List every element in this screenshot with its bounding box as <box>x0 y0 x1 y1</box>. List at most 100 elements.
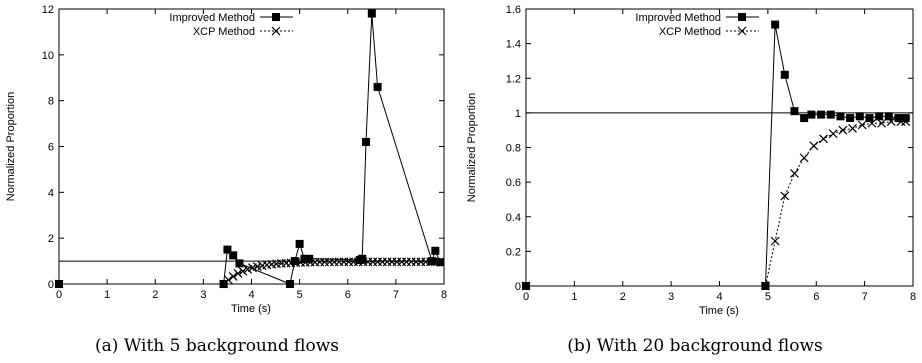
data-point-xcp <box>271 26 281 36</box>
x-tick-label: 3 <box>668 291 674 303</box>
data-point-xcp <box>886 117 896 126</box>
data-point-xcp <box>770 236 780 246</box>
data-point-improved <box>846 114 855 123</box>
y-tick-label: 1 <box>515 108 521 120</box>
x-tick-label: 0 <box>523 291 529 303</box>
y-tick-label: 12 <box>42 4 54 16</box>
x-tick-label: 7 <box>862 291 868 303</box>
data-point-xcp <box>223 275 233 285</box>
legend-label: XCP Method <box>659 26 721 38</box>
y-tick-label: 1.2 <box>506 73 521 85</box>
data-point-improved <box>836 112 845 121</box>
data-point-xcp <box>799 153 809 163</box>
data-point-xcp <box>780 191 790 201</box>
data-point-improved <box>295 239 304 248</box>
data-point-improved <box>235 259 244 268</box>
y-tick-label: 4 <box>48 187 54 199</box>
data-point-xcp <box>238 266 248 276</box>
data-point-xcp <box>857 120 867 130</box>
data-point-improved <box>358 254 367 263</box>
legend-label: Improved Method <box>635 12 721 24</box>
x-tick-label: 5 <box>297 289 303 301</box>
data-point-xcp <box>877 118 886 128</box>
y-tick-label: 8 <box>48 96 54 108</box>
x-tick-label: 2 <box>152 289 158 301</box>
data-point-improved <box>790 107 799 116</box>
plot-frame <box>525 8 914 287</box>
data-point-xcp <box>435 257 445 267</box>
y-tick-label: 0.6 <box>506 177 521 189</box>
data-point-xcp <box>809 141 819 151</box>
y-tick-label: 10 <box>42 50 54 62</box>
data-point-xcp <box>848 124 857 133</box>
data-point-xcp <box>737 26 747 36</box>
y-tick-label: 2 <box>48 233 54 245</box>
data-point-improved <box>229 251 238 260</box>
x-axis-label: Time (s) <box>231 303 271 315</box>
x-tick-label: 8 <box>441 289 447 301</box>
data-point-improved <box>865 114 874 123</box>
y-tick-label: 1.4 <box>506 39 521 51</box>
y-tick-label: 0.2 <box>506 246 521 258</box>
legend-label: XCP Method <box>193 26 255 38</box>
y-tick-label: 1.6 <box>506 4 521 16</box>
series-line-xcp <box>59 261 441 285</box>
x-tick-label: 8 <box>910 291 916 303</box>
data-point-improved <box>875 112 884 121</box>
series-line-xcp <box>526 121 906 287</box>
y-tick-label: 0.8 <box>506 143 521 155</box>
plot-frame <box>58 8 445 285</box>
data-point-xcp <box>819 134 828 144</box>
y-tick-label: 0.4 <box>506 212 521 224</box>
x-tick-label: 7 <box>393 289 399 301</box>
x-tick-label: 6 <box>813 291 819 303</box>
data-point-improved <box>431 246 440 255</box>
data-point-improved <box>223 245 232 254</box>
y-tick-label: 0 <box>48 279 54 291</box>
data-point-improved <box>901 114 910 123</box>
data-point-improved <box>855 112 864 121</box>
data-point-xcp <box>243 264 253 274</box>
data-point-improved <box>780 70 789 79</box>
series-line-improved <box>59 13 441 285</box>
figure-caption: (b) With 20 background flows <box>567 336 823 356</box>
chart-panel-b: 0 1 2 3 4 5 6 7 8 0 0.2 0.4 0.6 0.8 1 1.2 1.4 1.6 Time (s)… <box>466 4 916 356</box>
x-tick-label: 6 <box>345 289 351 301</box>
data-point-xcp <box>828 129 838 139</box>
data-point-improved <box>800 114 809 123</box>
data-point-xcp <box>521 281 531 291</box>
figure-caption: (a) With 5 background flows <box>95 336 339 356</box>
x-tick-label: 1 <box>104 289 110 301</box>
data-point-xcp <box>54 279 64 289</box>
data-point-improved <box>362 137 371 146</box>
data-point-improved <box>884 112 893 121</box>
data-point-xcp <box>901 117 911 126</box>
x-tick-label: 5 <box>765 291 771 303</box>
data-point-improved <box>373 82 382 91</box>
y-tick-label: 0 <box>515 281 521 293</box>
data-point-improved <box>807 110 816 119</box>
x-tick-label: 1 <box>571 291 577 303</box>
x-tick-label: 4 <box>716 291 722 303</box>
data-point-xcp <box>838 125 848 135</box>
data-point-improved <box>817 110 826 119</box>
y-tick-label: 6 <box>48 142 54 154</box>
x-axis-label: Time (s) <box>699 305 739 317</box>
x-tick-label: 2 <box>620 291 626 303</box>
data-point-improved <box>771 20 780 29</box>
data-point-xcp <box>228 272 238 281</box>
data-point-xcp <box>867 118 877 128</box>
x-tick-label: 3 <box>200 289 206 301</box>
series-line-improved <box>526 24 906 287</box>
data-point-xcp <box>761 281 770 291</box>
x-tick-label: 0 <box>56 289 62 301</box>
data-point-improved <box>738 13 746 21</box>
data-point-xcp <box>233 269 243 278</box>
y-axis-label: Normalized Proportion <box>466 93 478 202</box>
data-point-improved <box>894 114 903 123</box>
data-point-xcp <box>790 169 799 178</box>
data-point-improved <box>367 9 376 18</box>
data-point-improved <box>286 280 294 288</box>
